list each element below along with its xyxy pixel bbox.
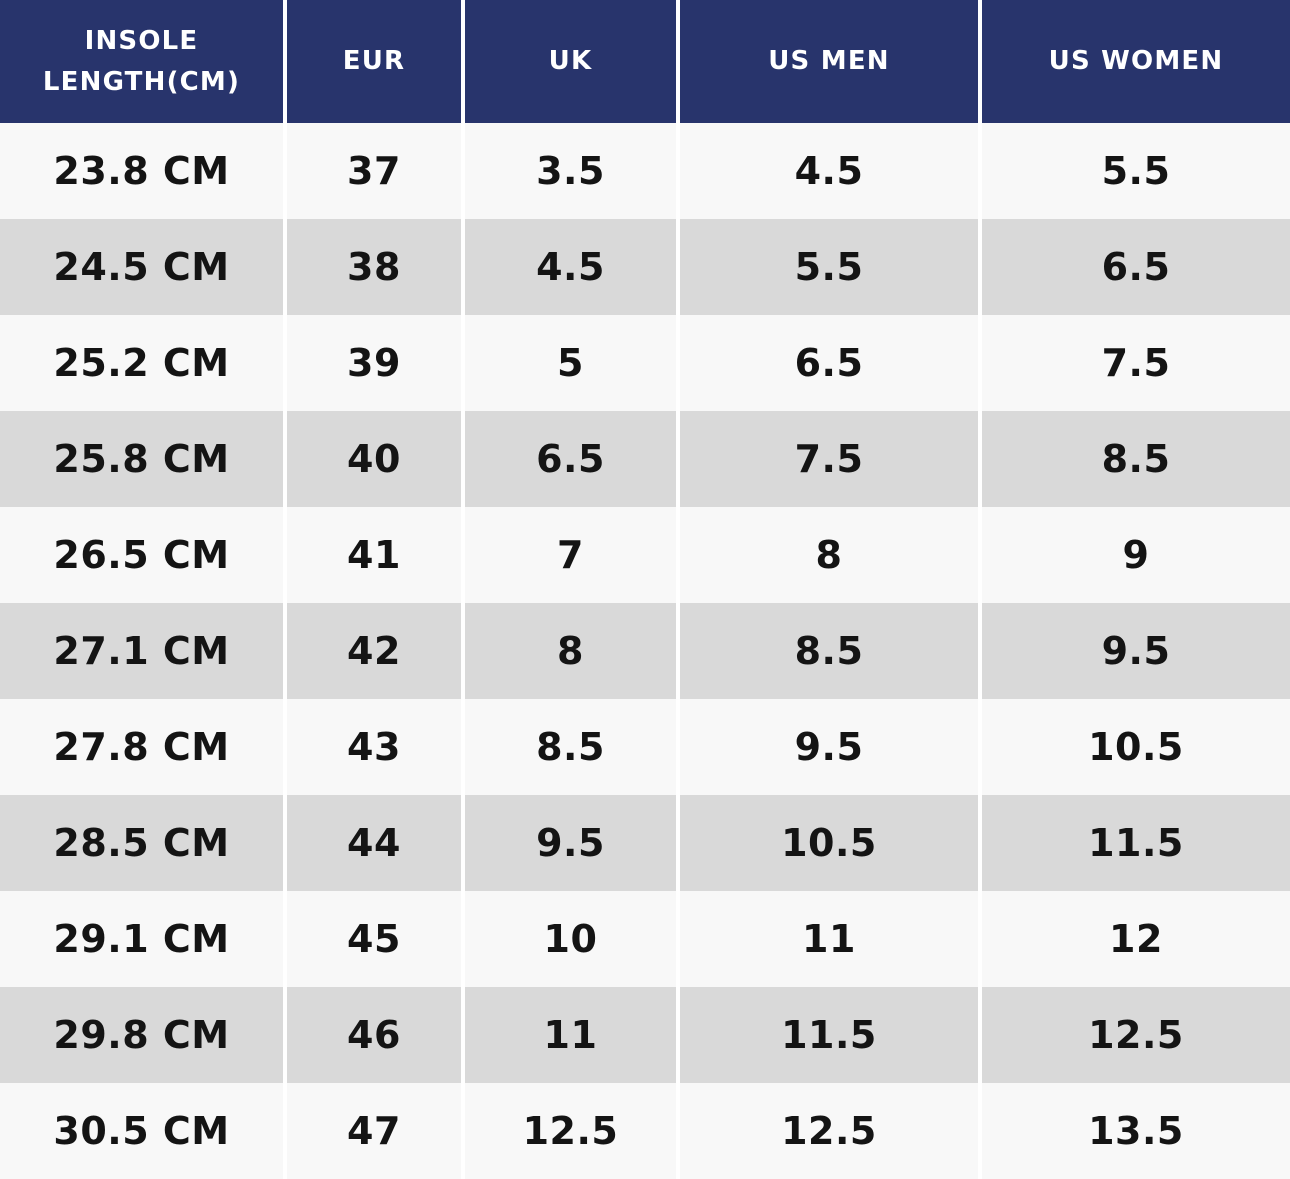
table-cell: 9 <box>978 507 1290 603</box>
table-cell: 45 <box>283 891 463 987</box>
table-cell: 13.5 <box>978 1083 1290 1179</box>
size-chart-body: 23.8 CM 37 3.5 4.5 5.5 24.5 CM 38 4.5 5.5 6.5 25.2… <box>0 123 1290 1179</box>
table-cell: 7.5 <box>978 315 1290 411</box>
table-cell: 9.5 <box>978 603 1290 699</box>
table-cell: 37 <box>283 123 463 219</box>
table-cell: 8 <box>676 507 980 603</box>
table-cell: 8.5 <box>676 603 980 699</box>
table-row: 25.2 CM 39 5 6.5 7.5 <box>0 315 1290 411</box>
table-cell: 9.5 <box>676 699 980 795</box>
table-cell: 12.5 <box>676 1083 980 1179</box>
table-cell: 47 <box>283 1083 463 1179</box>
table-cell: 44 <box>283 795 463 891</box>
table-cell: 9.5 <box>461 795 678 891</box>
table-cell: 30.5 CM <box>53 1109 230 1153</box>
table-cell: 43 <box>283 699 463 795</box>
table-cell: 8.5 <box>978 411 1290 507</box>
table-cell: 39 <box>283 315 463 411</box>
size-chart-header: INSOLE LENGTH(CM) EUR UK US MEN US WOMEN <box>0 0 1290 123</box>
table-cell: 40 <box>283 411 463 507</box>
table-cell: 8 <box>461 603 678 699</box>
table-cell: 5 <box>461 315 678 411</box>
table-cell: 11.5 <box>676 987 980 1083</box>
header-cell-insole-length: INSOLE LENGTH(CM) <box>0 0 285 123</box>
table-row: 29.1 CM 45 10 11 12 <box>0 891 1290 987</box>
table-cell: 42 <box>283 603 463 699</box>
table-cell: 10.5 <box>676 795 980 891</box>
table-cell: 5.5 <box>978 123 1290 219</box>
table-cell: 41 <box>283 507 463 603</box>
header-cell-eur: EUR <box>283 0 463 123</box>
table-cell: 3.5 <box>461 123 678 219</box>
table-cell: 7.5 <box>676 411 980 507</box>
table-cell: 25.2 CM <box>53 341 230 385</box>
table-cell: 46 <box>283 987 463 1083</box>
table-cell: 5.5 <box>676 219 980 315</box>
table-cell: 12 <box>978 891 1290 987</box>
table-cell: 7 <box>461 507 678 603</box>
table-cell: 26.5 CM <box>53 533 230 577</box>
table-cell: 25.8 CM <box>53 437 230 481</box>
table-cell: 29.1 CM <box>53 917 230 961</box>
table-cell: 27.8 CM <box>53 725 230 769</box>
table-row: 27.8 CM 43 8.5 9.5 10.5 <box>0 699 1290 795</box>
table-row: 26.5 CM 41 7 8 9 <box>0 507 1290 603</box>
table-cell: 29.8 CM <box>53 1013 230 1057</box>
table-cell: 12.5 <box>461 1083 678 1179</box>
table-cell: 38 <box>283 219 463 315</box>
table-cell: 28.5 CM <box>53 821 230 865</box>
table-cell: 10 <box>461 891 678 987</box>
header-cell-us-men: US MEN <box>676 0 980 123</box>
table-cell: 27.1 CM <box>53 629 230 673</box>
table-cell: 11 <box>461 987 678 1083</box>
table-cell: 11.5 <box>978 795 1290 891</box>
header-cell-uk: UK <box>461 0 678 123</box>
header-row: INSOLE LENGTH(CM) EUR UK US MEN US WOMEN <box>0 0 1290 123</box>
table-cell: 6.5 <box>461 411 678 507</box>
table-cell: 10.5 <box>978 699 1290 795</box>
table-row: 25.8 CM 40 6.5 7.5 8.5 <box>0 411 1290 507</box>
table-row: 24.5 CM 38 4.5 5.5 6.5 <box>0 219 1290 315</box>
table-cell: 6.5 <box>676 315 980 411</box>
table-cell: 4.5 <box>676 123 980 219</box>
table-row: 29.8 CM 46 11 11.5 12.5 <box>0 987 1290 1083</box>
table-row: 27.1 CM 42 8 8.5 9.5 <box>0 603 1290 699</box>
table-cell: 6.5 <box>978 219 1290 315</box>
table-row: 23.8 CM 37 3.5 4.5 5.5 <box>0 123 1290 219</box>
table-cell: 12.5 <box>978 987 1290 1083</box>
table-cell: 8.5 <box>461 699 678 795</box>
table-cell: 24.5 CM <box>53 245 230 289</box>
table-row: 28.5 CM 44 9.5 10.5 11.5 <box>0 795 1290 891</box>
table-cell: 23.8 CM <box>53 149 230 193</box>
header-cell-us-women: US WOMEN <box>978 0 1290 123</box>
table-cell: 11 <box>676 891 980 987</box>
table-row: 30.5 CM 47 12.5 12.5 13.5 <box>0 1083 1290 1179</box>
table-cell: 4.5 <box>461 219 678 315</box>
